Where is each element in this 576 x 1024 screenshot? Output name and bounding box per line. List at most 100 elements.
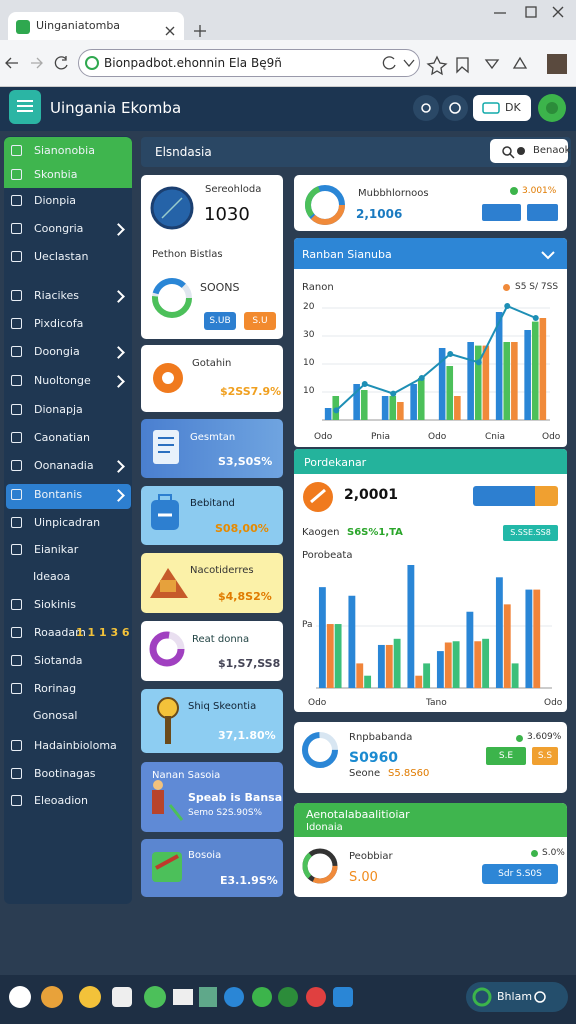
- icon-shape: [168, 804, 184, 821]
- summary-change: 3.001%: [522, 186, 557, 196]
- sidebar-item[interactable]: Riacikes: [34, 289, 80, 302]
- sidebar-icon: [11, 145, 22, 156]
- sidebar-icon: [11, 432, 22, 443]
- header-button[interactable]: [442, 95, 468, 121]
- sidebar-item[interactable]: Siokinis: [34, 598, 76, 611]
- sidebar-item[interactable]: Rorinag: [34, 682, 77, 695]
- bar: [326, 624, 334, 688]
- button[interactable]: Sdr S.S0S: [482, 864, 558, 884]
- icon-shape: [546, 102, 558, 114]
- taskbar-pill[interactable]: [466, 982, 568, 1012]
- line-point: [504, 303, 511, 309]
- footer-change: S.0%: [542, 848, 565, 858]
- button[interactable]: S.E: [486, 747, 526, 765]
- sidebar-item[interactable]: Gonosal: [33, 709, 78, 722]
- x-tick-label: Odo: [308, 698, 327, 708]
- address-bar[interactable]: [78, 49, 420, 77]
- bar: [318, 587, 326, 688]
- sidebar-item[interactable]: Eleoadion: [34, 794, 88, 807]
- icon-shape: [162, 372, 174, 384]
- sidebar-item[interactable]: Ueclastan: [34, 250, 89, 263]
- sidebar-icon: [11, 795, 22, 806]
- stat-label: Nacotiderres: [190, 565, 254, 576]
- line-point: [418, 375, 425, 381]
- sidebar-item[interactable]: Skonbia: [34, 168, 78, 181]
- stat-label: Reat donna: [192, 634, 250, 645]
- sidebar-item[interactable]: Dionpia: [34, 194, 77, 207]
- status-dot: [516, 735, 523, 742]
- bar: [495, 577, 503, 688]
- card-header: [294, 803, 567, 837]
- sidebar-item[interactable]: Coongria: [34, 222, 84, 235]
- sidebar-item[interactable]: Eianikar: [34, 543, 79, 556]
- line-point: [361, 381, 368, 387]
- sidebar-item[interactable]: Ideaoa: [33, 570, 71, 583]
- x-tick-label: Cnia: [485, 432, 506, 442]
- bar: [393, 638, 401, 688]
- summary-label: Mubbhlornoos: [358, 188, 429, 199]
- bar: [474, 345, 482, 420]
- line-point: [390, 390, 397, 397]
- button[interactable]: [527, 204, 558, 221]
- icon-shape: [41, 986, 63, 1008]
- icon-shape: [512, 56, 528, 69]
- bar: [446, 366, 454, 420]
- icon-shape: [552, 6, 564, 18]
- footer-title: Aenotalabaalitioiar: [306, 808, 410, 821]
- header-button[interactable]: [413, 95, 439, 121]
- sidebar-item[interactable]: Doongia: [34, 345, 80, 358]
- button[interactable]: S.S: [532, 747, 558, 765]
- legend-dot: [503, 284, 510, 291]
- stat-value: $4,8S2%: [218, 590, 272, 603]
- tab-title: Uinganiatomba: [36, 19, 121, 32]
- bar: [444, 642, 452, 688]
- stat-label: Gotahin: [192, 358, 232, 369]
- sidebar-item[interactable]: Roaadam: [34, 626, 86, 639]
- sidebar-item[interactable]: Oonanadia: [34, 459, 94, 472]
- sidebar-icon: [11, 318, 22, 329]
- bar: [410, 384, 417, 420]
- footer-subtitle: Idonaia: [306, 822, 343, 833]
- stat-value: E3.1.9S%: [220, 874, 278, 887]
- sidebar-item[interactable]: Pixdicofa: [34, 317, 84, 330]
- card: [141, 621, 283, 681]
- button[interactable]: S.UB: [204, 312, 236, 330]
- sidebar-item[interactable]: Uinpicadran: [34, 516, 101, 529]
- stat-label: Nanan Sasoia: [152, 770, 221, 781]
- sidebar-item[interactable]: Hadainbioloma: [34, 739, 117, 752]
- sidebar-icon: [11, 768, 22, 779]
- icon-shape: [149, 631, 185, 667]
- icon-shape: [482, 102, 500, 114]
- icon-shape: [306, 987, 326, 1007]
- stat-value: $2SS7.9%: [220, 385, 282, 398]
- bar: [525, 589, 533, 688]
- bar: [360, 390, 368, 420]
- sidebar-item[interactable]: Caonatian: [34, 431, 90, 444]
- stat-value: S3,S0S%: [218, 455, 273, 468]
- bar: [385, 644, 393, 688]
- sidebar-item[interactable]: Sianonobia: [34, 144, 95, 157]
- sidebar-item[interactable]: Siotanda: [34, 654, 83, 667]
- bar: [353, 384, 360, 420]
- sidebar-item[interactable]: Bontanis: [34, 488, 83, 501]
- icon-shape: [278, 987, 298, 1007]
- sidebar-item[interactable]: Bootinagas: [34, 767, 96, 780]
- tab[interactable]: [8, 12, 184, 40]
- button[interactable]: S.U: [244, 312, 276, 330]
- icon-shape: [157, 697, 179, 719]
- report-value: S0960: [349, 750, 399, 766]
- stat-label: Bosoia: [188, 850, 222, 861]
- sidebar-icon: [11, 404, 22, 415]
- icon-shape: [305, 185, 345, 225]
- icon-shape: [158, 437, 174, 453]
- bar: [397, 402, 404, 420]
- sidebar-item[interactable]: Dionapja: [34, 403, 83, 416]
- button[interactable]: [482, 204, 521, 221]
- chart-panel: [294, 238, 567, 447]
- line-point: [447, 351, 454, 357]
- sidebar-item[interactable]: Nuoltonge: [34, 374, 91, 387]
- button[interactable]: S.SSE.SS8: [503, 525, 558, 541]
- bar: [482, 345, 490, 420]
